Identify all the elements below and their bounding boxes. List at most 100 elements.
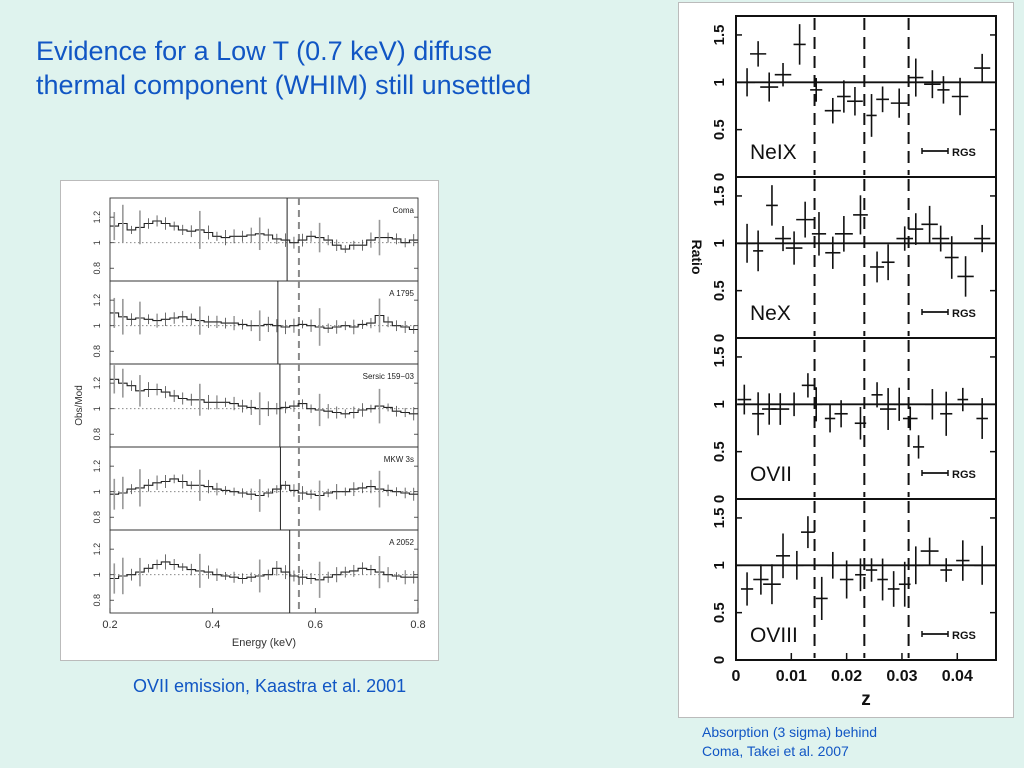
data-point xyxy=(957,387,969,412)
emission-panel: A 2052 0.8 1 1.2 xyxy=(92,529,419,614)
data-point xyxy=(870,251,885,283)
figure-b-background xyxy=(678,2,1014,718)
y-tick-label: 0 xyxy=(711,656,728,664)
data-point xyxy=(837,80,851,113)
data-point xyxy=(793,24,806,65)
data-point xyxy=(827,551,839,579)
title-line-2: thermal component (WHIM) still unsettled xyxy=(36,70,532,101)
data-point xyxy=(890,88,908,118)
absorption-ratio-figure: NeIX RGS 0 0.5 1 1.5 NeX RGS 0 0.5 1 1.5 OVII RGS 0 0.5… xyxy=(678,2,1014,718)
data-point xyxy=(824,97,841,124)
y-tick-label: 0.5 xyxy=(711,119,728,140)
y-tick-label: 1 xyxy=(92,406,102,411)
y-tick-label: 0 xyxy=(711,334,728,342)
y-tick-label: 1 xyxy=(92,240,102,245)
data-point xyxy=(956,540,970,581)
data-point xyxy=(811,212,827,256)
x-axis-label: z xyxy=(861,689,871,710)
y-tick-label: 1 xyxy=(711,78,728,86)
rgs-label: RGS xyxy=(952,630,976,642)
data-point xyxy=(908,213,924,245)
y-tick-label: 1.2 xyxy=(92,294,102,307)
title-line-1: Evidence for a Low T (0.7 keV) diffuse xyxy=(36,36,493,66)
x-tick-label: 0.04 xyxy=(942,668,973,685)
absorption-panel: OVIII RGS 0 0.5 1 1.5 xyxy=(711,498,997,664)
y-tick-label: 1.5 xyxy=(711,186,728,207)
data-point xyxy=(876,86,889,113)
y-tick-label: 1.2 xyxy=(92,543,102,556)
y-tick-label: 0.5 xyxy=(711,280,728,301)
data-point xyxy=(825,236,841,269)
y-tick-label: 0.8 xyxy=(92,262,102,275)
emission-panel: Sersic 159−03 0.8 1 1.2 xyxy=(92,363,419,448)
data-point xyxy=(847,86,863,116)
data-point xyxy=(865,558,878,582)
right-caption: Absorption (3 sigma) behind Coma, Takei … xyxy=(702,723,877,761)
x-tick-label: 0.8 xyxy=(410,619,425,631)
data-point xyxy=(796,201,815,238)
x-axis-label: Energy (keV) xyxy=(232,637,296,649)
panel-frame xyxy=(735,498,997,661)
data-point xyxy=(893,387,905,421)
data-point xyxy=(776,533,791,579)
data-point xyxy=(877,558,888,601)
data-point xyxy=(908,546,924,585)
data-point xyxy=(976,398,988,439)
data-point xyxy=(871,382,883,408)
data-point xyxy=(920,537,939,565)
data-point xyxy=(740,572,754,606)
absorption-panel: OVII RGS 0 0.5 1 1.5 xyxy=(711,337,997,503)
y-tick-label: 1.2 xyxy=(92,377,102,390)
model-step-line xyxy=(110,312,418,331)
x-tick-label: 0.2 xyxy=(102,619,117,631)
y-axis-label: Ratio xyxy=(689,240,705,275)
y-tick-label: 1.5 xyxy=(711,347,728,368)
ion-label: NeX xyxy=(750,302,791,325)
data-point xyxy=(801,373,815,398)
data-point xyxy=(912,435,925,459)
data-point xyxy=(750,41,767,67)
right-caption-line-1: Absorption (3 sigma) behind xyxy=(702,724,878,740)
data-point xyxy=(801,516,815,549)
data-point xyxy=(785,231,803,265)
data-point xyxy=(815,576,828,621)
data-point xyxy=(932,225,950,252)
data-point xyxy=(887,571,900,607)
ion-label: NeIX xyxy=(750,141,797,164)
left-caption: OVII emission, Kaastra et al. 2001 xyxy=(133,676,407,696)
y-tick-label: 1 xyxy=(92,323,102,328)
rgs-label: RGS xyxy=(952,147,976,159)
data-point xyxy=(896,226,914,251)
data-point xyxy=(940,558,953,582)
data-point xyxy=(760,72,779,102)
x-tick-label: 0.01 xyxy=(776,668,807,685)
right-caption-line-2: Coma, Takei et al. 2007 xyxy=(702,743,849,759)
y-tick-label: 1.5 xyxy=(711,25,728,46)
data-point xyxy=(753,230,764,272)
data-point xyxy=(834,400,848,428)
figure-a-background xyxy=(60,180,439,661)
y-tick-label: 1.2 xyxy=(92,460,102,473)
emission-panel: A 1795 0.8 1 1.2 xyxy=(92,280,419,365)
x-tick-label: 0.02 xyxy=(831,668,862,685)
panel-label: Coma xyxy=(393,206,415,215)
data-point xyxy=(810,387,823,422)
data-point xyxy=(898,561,911,607)
y-tick-label: 1 xyxy=(711,400,728,408)
y-tick-label: 1 xyxy=(711,239,728,247)
y-tick-label: 0.8 xyxy=(92,428,102,441)
data-point xyxy=(753,564,769,595)
y-tick-label: 0.5 xyxy=(711,441,728,462)
data-point xyxy=(763,564,781,605)
y-tick-label: 1.2 xyxy=(92,211,102,224)
data-point xyxy=(951,77,969,116)
data-point xyxy=(974,545,991,585)
model-step-line xyxy=(110,478,418,497)
y-tick-label: 1 xyxy=(92,489,102,494)
data-point xyxy=(839,560,854,599)
y-tick-label: 0.8 xyxy=(92,511,102,524)
data-point xyxy=(775,226,791,252)
data-point xyxy=(921,205,938,243)
data-point xyxy=(908,58,924,97)
x-tick-label: 0 xyxy=(732,668,741,685)
